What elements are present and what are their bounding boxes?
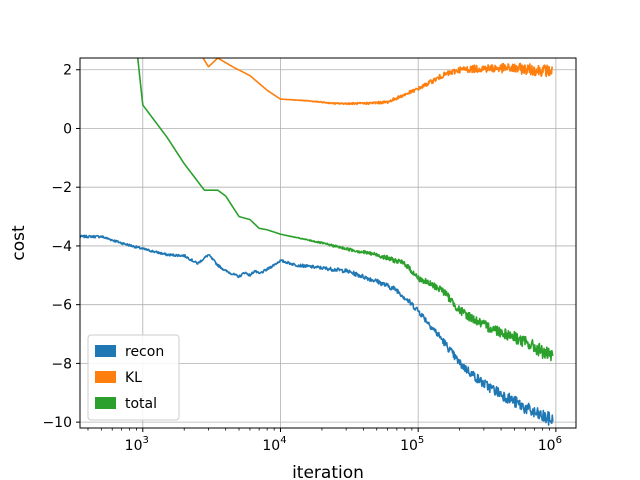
y-tick-label: 2 [63,63,72,79]
x-axis-title: iteration [292,463,364,480]
y-tick-label: −6 [51,298,72,314]
x-tick-label: 103 [125,435,149,454]
recon-series-line [80,234,554,426]
grid-lines [80,58,576,428]
total-legend-label: total [125,396,157,412]
plot-frame [79,57,577,429]
legend: recon KL total [87,334,180,421]
total-legend-swatch [95,397,116,409]
KL-legend-swatch [95,371,116,383]
x-tick-label: 105 [400,435,424,454]
x-axis-ticks: 103 104 105 106 [87,428,562,454]
series-lines [80,58,554,426]
y-tick-label: 0 [63,121,72,137]
x-tick-exponent: 6 [556,435,562,446]
y-tick-label: −4 [51,239,72,255]
x-tick-base: 10 [400,438,418,454]
x-tick-exponent: 5 [418,435,424,446]
y-axis-ticks: 2 0 −2 −4 −6 −8 −10 [42,63,80,431]
recon-legend-label: recon [125,344,164,360]
x-tick-label: 104 [262,435,286,454]
KL-legend-label: KL [125,370,142,386]
y-tick-label: −10 [42,415,72,431]
recon-legend-swatch [95,345,116,357]
KL-series-line [202,58,554,106]
x-tick-exponent: 3 [143,435,149,446]
y-axis-title: cost [9,225,29,261]
x-tick-base: 10 [538,438,556,454]
x-tick-base: 10 [125,438,143,454]
y-tick-label: −2 [51,180,72,196]
x-tick-exponent: 4 [280,435,286,446]
total-series-line [136,58,554,362]
x-tick-label: 106 [538,435,562,454]
x-tick-base: 10 [262,438,280,454]
y-tick-label: −8 [51,356,72,372]
